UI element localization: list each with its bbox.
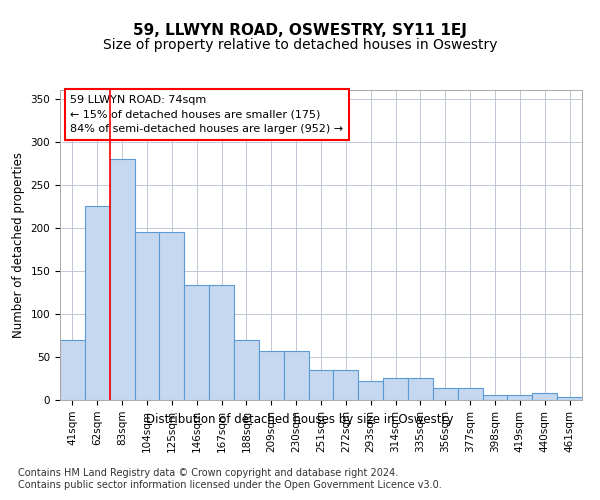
Bar [284,351,308,400]
Bar [209,286,234,400]
Bar [532,393,557,400]
Y-axis label: Number of detached properties: Number of detached properties [12,152,25,338]
Bar [85,206,110,400]
Text: 59 LLWYN ROAD: 74sqm
← 15% of detached houses are smaller (175)
84% of semi-deta: 59 LLWYN ROAD: 74sqm ← 15% of detached h… [70,94,344,134]
Bar [184,286,209,400]
Bar [259,351,284,400]
Bar [358,381,383,400]
Bar [458,388,482,400]
Bar [110,159,134,400]
Bar [60,340,85,400]
Text: Contains HM Land Registry data © Crown copyright and database right 2024.
Contai: Contains HM Land Registry data © Crown c… [18,468,442,490]
Bar [557,398,582,400]
Bar [508,395,532,400]
Text: 59, LLWYN ROAD, OSWESTRY, SY11 1EJ: 59, LLWYN ROAD, OSWESTRY, SY11 1EJ [133,22,467,38]
Bar [234,340,259,400]
Bar [134,232,160,400]
Bar [334,370,358,400]
Bar [433,388,458,400]
Bar [408,378,433,400]
Bar [160,232,184,400]
Text: Size of property relative to detached houses in Oswestry: Size of property relative to detached ho… [103,38,497,52]
Text: Distribution of detached houses by size in Oswestry: Distribution of detached houses by size … [146,412,454,426]
Bar [482,395,508,400]
Bar [383,378,408,400]
Bar [308,370,334,400]
